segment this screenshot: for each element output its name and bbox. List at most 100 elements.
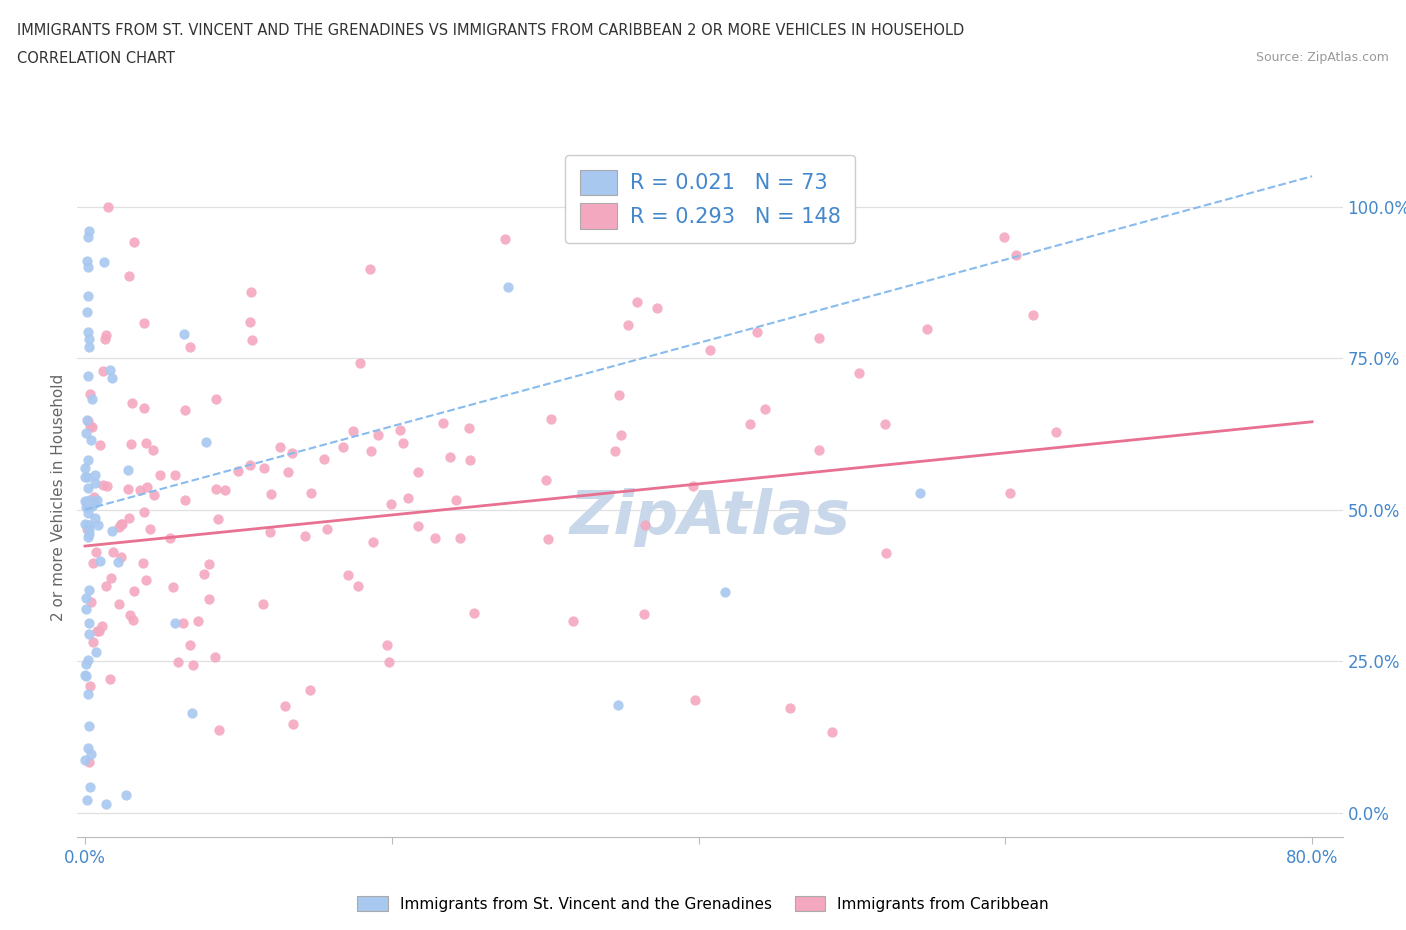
Point bbox=[120, 607, 142, 622]
Point bbox=[252, 597, 274, 612]
Point bbox=[740, 417, 762, 432]
Point bbox=[79, 331, 101, 346]
Point bbox=[73, 517, 96, 532]
Point bbox=[77, 616, 100, 631]
Point bbox=[101, 545, 124, 560]
Point bbox=[75, 425, 97, 440]
Point bbox=[392, 435, 415, 450]
Point bbox=[406, 519, 429, 534]
Point bbox=[101, 524, 124, 538]
Point bbox=[463, 605, 485, 620]
Point bbox=[75, 753, 97, 768]
Point bbox=[873, 417, 896, 432]
Point bbox=[118, 511, 141, 525]
Point bbox=[603, 444, 626, 458]
Point bbox=[89, 553, 111, 568]
Point bbox=[179, 339, 201, 354]
Point bbox=[77, 754, 100, 769]
Point bbox=[77, 288, 100, 303]
Point bbox=[117, 462, 139, 477]
Point bbox=[645, 300, 668, 315]
Point bbox=[174, 493, 197, 508]
Point bbox=[132, 315, 155, 330]
Point bbox=[75, 591, 97, 605]
Point bbox=[76, 602, 98, 617]
Point bbox=[77, 230, 100, 245]
Point bbox=[208, 723, 231, 737]
Point bbox=[77, 500, 100, 515]
Point bbox=[100, 571, 122, 586]
Point bbox=[87, 624, 110, 639]
Point bbox=[537, 532, 560, 547]
Point bbox=[198, 591, 221, 606]
Text: Source: ZipAtlas.com: Source: ZipAtlas.com bbox=[1256, 51, 1389, 64]
Point bbox=[94, 578, 117, 593]
Point bbox=[807, 443, 830, 458]
Point bbox=[281, 717, 304, 732]
Point bbox=[346, 578, 368, 593]
Point bbox=[135, 436, 157, 451]
Point bbox=[75, 657, 97, 671]
Point bbox=[129, 483, 152, 498]
Point bbox=[458, 453, 481, 468]
Point bbox=[77, 526, 100, 541]
Point bbox=[193, 566, 215, 581]
Point bbox=[349, 356, 371, 371]
Point bbox=[75, 499, 97, 514]
Point bbox=[76, 304, 98, 319]
Point bbox=[204, 650, 226, 665]
Point bbox=[316, 521, 339, 536]
Point bbox=[342, 424, 364, 439]
Point bbox=[205, 392, 228, 406]
Legend: R = 0.021   N = 73, R = 0.293   N = 148: R = 0.021 N = 73, R = 0.293 N = 148 bbox=[565, 155, 855, 244]
Point bbox=[162, 580, 184, 595]
Point bbox=[239, 314, 262, 329]
Point bbox=[332, 440, 354, 455]
Point bbox=[94, 327, 117, 342]
Point bbox=[562, 614, 585, 629]
Point bbox=[84, 645, 107, 660]
Point bbox=[93, 254, 115, 269]
Point bbox=[77, 480, 100, 495]
Point bbox=[779, 701, 801, 716]
Point bbox=[79, 779, 101, 794]
Point bbox=[79, 386, 101, 401]
Point bbox=[83, 496, 105, 511]
Point bbox=[77, 500, 100, 515]
Point bbox=[149, 468, 172, 483]
Point bbox=[807, 331, 830, 346]
Point bbox=[83, 475, 105, 490]
Point bbox=[101, 371, 124, 386]
Point bbox=[375, 638, 398, 653]
Point bbox=[84, 468, 107, 483]
Point bbox=[77, 627, 100, 642]
Point bbox=[82, 392, 104, 406]
Point bbox=[174, 403, 197, 418]
Point bbox=[122, 583, 145, 598]
Point bbox=[496, 279, 519, 294]
Point bbox=[361, 535, 384, 550]
Point bbox=[821, 724, 844, 739]
Point bbox=[617, 317, 640, 332]
Point bbox=[108, 597, 131, 612]
Point bbox=[98, 363, 121, 378]
Point bbox=[167, 655, 190, 670]
Text: ZipAtlas: ZipAtlas bbox=[569, 488, 851, 548]
Point bbox=[75, 470, 97, 485]
Point bbox=[439, 449, 461, 464]
Point bbox=[359, 261, 381, 276]
Point bbox=[389, 423, 412, 438]
Point bbox=[91, 364, 114, 379]
Point bbox=[239, 285, 262, 299]
Point bbox=[138, 522, 160, 537]
Point bbox=[82, 634, 104, 649]
Text: CORRELATION CHART: CORRELATION CHART bbox=[17, 51, 174, 66]
Point bbox=[745, 325, 768, 339]
Y-axis label: 2 or more Vehicles in Household: 2 or more Vehicles in Household bbox=[51, 374, 66, 621]
Point bbox=[122, 613, 145, 628]
Point bbox=[77, 652, 100, 667]
Point bbox=[76, 793, 98, 808]
Point bbox=[274, 698, 297, 713]
Point bbox=[80, 432, 103, 447]
Point bbox=[312, 452, 335, 467]
